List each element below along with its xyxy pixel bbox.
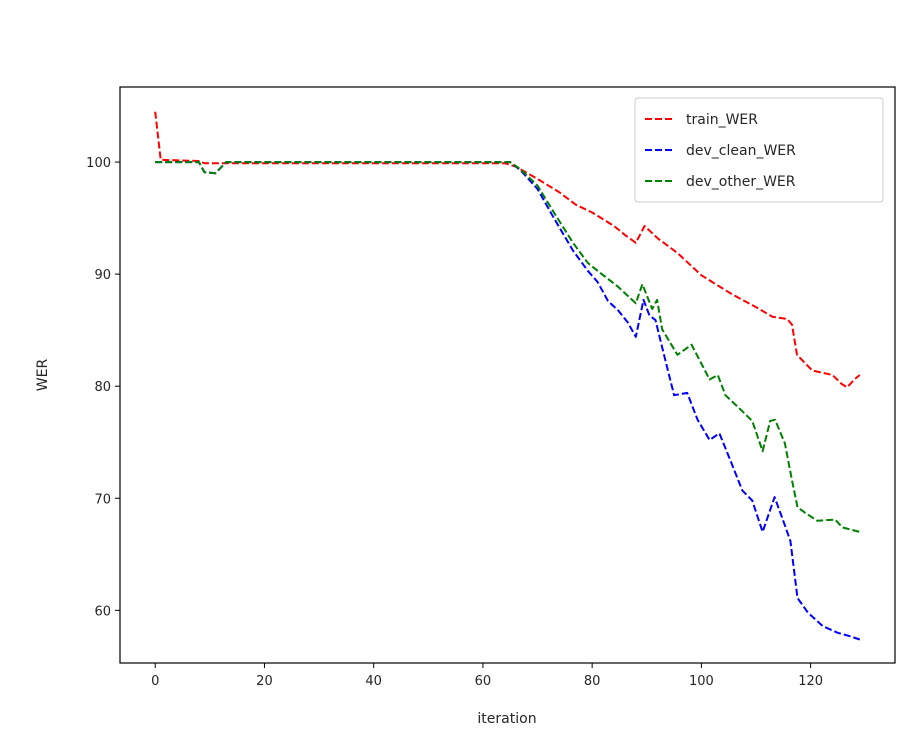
legend-box: [634, 97, 884, 203]
x-axis-label: iteration: [477, 711, 536, 727]
x-tick-label: 100: [689, 674, 714, 689]
y-axis-label: WER: [35, 359, 51, 392]
y-tick-label: 90: [94, 268, 111, 283]
x-axis-ticks: 0 20 40 60 80 100 120: [151, 663, 823, 689]
y-tick-label: 60: [94, 604, 111, 619]
legend: train_WER dev_clean_WER dev_other_WER: [634, 97, 884, 203]
legend-label-dev-clean: dev_clean_WER: [686, 143, 796, 159]
y-axis-ticks: 60 70 80 90 100: [86, 156, 120, 619]
series-line-train-wer: [154, 111, 861, 389]
y-tick-label: 80: [94, 380, 111, 395]
axes-frame: [119, 86, 896, 664]
x-tick-label: 60: [475, 674, 492, 689]
y-tick-label: 100: [86, 156, 111, 171]
legend-label-dev-other: dev_other_WER: [686, 174, 796, 190]
series-layer: [154, 111, 861, 641]
x-tick-label: 40: [365, 674, 382, 689]
x-tick-label: 120: [798, 674, 823, 689]
series-line-dev-other-wer: [155, 161, 861, 533]
y-tick-label: 70: [94, 492, 111, 507]
x-tick-label: 80: [584, 674, 601, 689]
x-tick-label: 20: [256, 674, 273, 689]
x-tick-label: 0: [151, 674, 159, 689]
legend-label-train: train_WER: [686, 112, 758, 128]
